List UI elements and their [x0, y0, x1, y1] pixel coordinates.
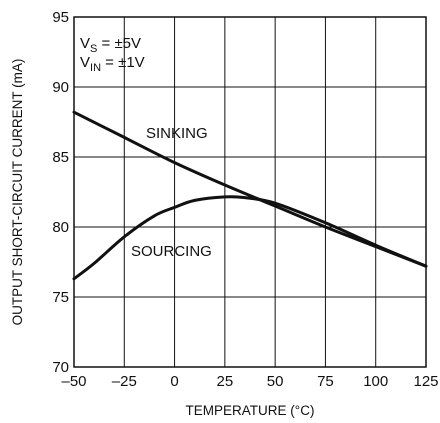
x-tick-label: 50 [267, 373, 284, 390]
y-tick-label: 80 [52, 219, 69, 236]
series-label-sourcing: SOURCING [131, 243, 212, 260]
y-tick-label: 70 [52, 359, 69, 376]
data-curves [72, 110, 428, 281]
series-label-sinking: SINKING [146, 125, 208, 142]
x-tick-label: 25 [217, 373, 234, 390]
plot-frame [73, 16, 427, 368]
grid [74, 17, 426, 367]
x-tick-label: 75 [317, 373, 334, 390]
y-tick-label: 75 [52, 289, 69, 306]
x-tick-label: 0 [170, 373, 178, 390]
annotation-vin: VIN = ±1V [80, 54, 145, 74]
x-tick-label: 100 [363, 373, 388, 390]
x-tick-label: 125 [413, 373, 438, 390]
x-axis-label: TEMPERATURE (°C) [186, 403, 315, 418]
annotation-vs: VS = ±5V [80, 35, 141, 55]
y-tick-label: 85 [52, 149, 69, 166]
x-tick-label: –25 [112, 373, 137, 390]
y-axis-label: OUTPUT SHORT-CIRCUIT CURRENT (mA) [10, 59, 25, 326]
y-tick-label: 90 [52, 79, 69, 96]
series-line-sourcing [72, 195, 428, 281]
x-tick-label: –50 [61, 373, 86, 390]
y-tick-label: 95 [52, 9, 69, 26]
tick-labels: –50 –25 0 25 50 75 100 125 70 75 80 85 90 95 [52, 9, 438, 390]
